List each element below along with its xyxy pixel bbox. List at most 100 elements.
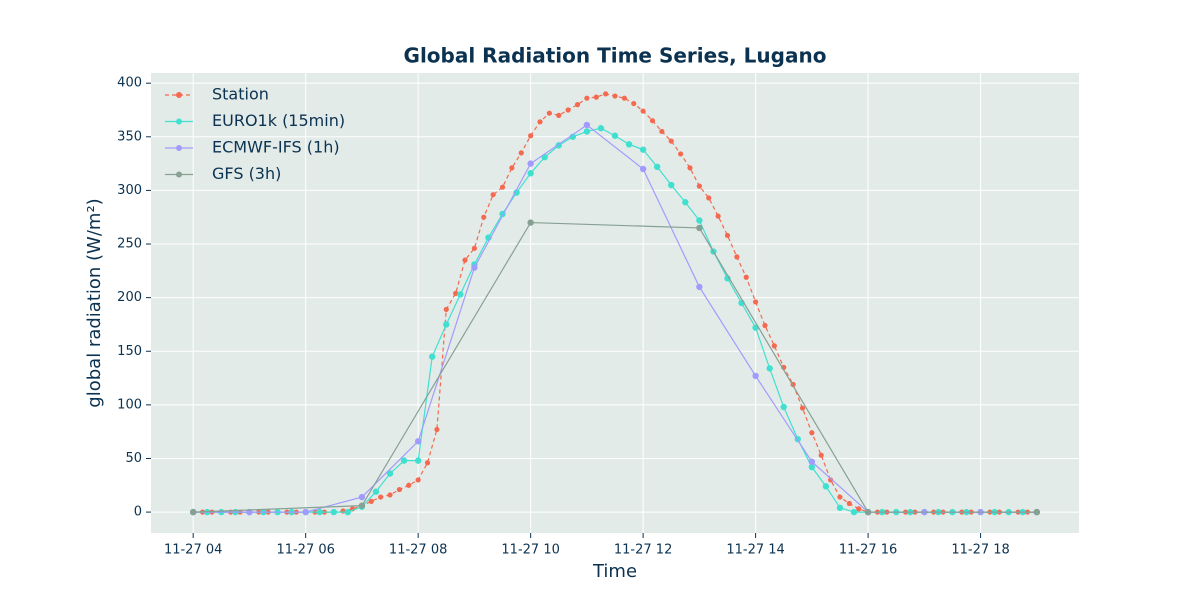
point <box>434 426 440 433</box>
point <box>809 430 815 436</box>
x-tick-label: 11-27 10 <box>501 543 559 558</box>
point <box>400 457 408 464</box>
x-tick-label: 11-27 18 <box>951 543 1009 558</box>
x-tick-label: 11-27 16 <box>839 543 897 558</box>
point <box>696 224 703 232</box>
x-tick-label: 11-27 12 <box>614 543 672 558</box>
point <box>1033 508 1041 516</box>
point <box>457 291 464 298</box>
point <box>771 343 777 349</box>
point <box>682 199 689 206</box>
point <box>687 165 693 171</box>
point <box>631 100 637 107</box>
point <box>528 133 534 139</box>
point <box>387 492 393 498</box>
y-tick-label: 150 <box>117 344 142 359</box>
point <box>368 498 374 504</box>
legend-label: EURO1k (15min) <box>212 111 345 130</box>
point <box>372 488 380 495</box>
point <box>611 132 619 139</box>
chart-title: Global Radiation Time Series, Lugano <box>404 44 827 68</box>
point <box>574 102 581 108</box>
point <box>396 486 403 493</box>
point <box>513 189 520 196</box>
x-tick-label: 11-27 08 <box>389 543 447 558</box>
legend-label: Station <box>212 85 269 104</box>
point <box>668 138 674 144</box>
point <box>386 470 394 477</box>
point <box>640 108 646 114</box>
point <box>378 494 384 500</box>
point <box>678 151 684 157</box>
x-axis-label: Time <box>592 561 637 582</box>
point <box>565 107 571 113</box>
point <box>429 353 436 360</box>
point <box>556 112 562 118</box>
point <box>846 500 852 507</box>
point <box>696 183 702 189</box>
point <box>518 150 524 156</box>
point <box>743 274 749 280</box>
point <box>639 146 647 153</box>
point <box>799 405 806 411</box>
point <box>734 254 740 260</box>
legend-marker <box>176 92 182 98</box>
point <box>481 214 487 220</box>
y-tick-label: 200 <box>117 290 142 305</box>
point <box>822 483 830 490</box>
point <box>316 508 323 516</box>
point <box>471 264 478 271</box>
point <box>808 463 816 471</box>
y-tick-label: 300 <box>117 183 142 198</box>
point <box>527 219 534 226</box>
point <box>414 438 422 445</box>
point <box>358 502 366 509</box>
point <box>696 217 703 224</box>
point <box>856 506 862 512</box>
x-tick-label: 11-27 04 <box>164 543 222 558</box>
point <box>509 165 515 171</box>
point <box>453 290 459 296</box>
point <box>597 125 605 132</box>
point <box>766 365 773 372</box>
point <box>527 170 534 177</box>
y-tick-label: 100 <box>117 397 142 412</box>
y-tick-label: 250 <box>117 237 142 252</box>
legend-marker <box>176 145 182 151</box>
point <box>330 508 337 516</box>
point <box>583 128 591 135</box>
series-line <box>193 221 1037 513</box>
point <box>762 322 768 329</box>
point <box>753 299 759 305</box>
point <box>837 494 843 500</box>
y-tick-label: 0 <box>134 505 142 520</box>
point <box>584 95 590 101</box>
point <box>612 93 618 99</box>
point <box>414 457 422 464</box>
point <box>344 508 352 516</box>
point <box>499 184 506 190</box>
y-tick-label: 50 <box>125 451 142 466</box>
point <box>424 460 431 466</box>
point <box>864 508 872 516</box>
point <box>649 118 656 124</box>
point <box>593 94 599 100</box>
legend-label: ECMWF-IFS (1h) <box>212 138 340 157</box>
point <box>471 245 477 251</box>
point <box>443 321 450 328</box>
x-tick-label: 11-27 06 <box>276 543 334 558</box>
point <box>836 504 844 512</box>
point <box>780 403 787 411</box>
point <box>639 165 647 173</box>
point <box>462 257 468 263</box>
legend-marker <box>176 171 182 178</box>
point <box>827 477 834 483</box>
point <box>358 493 366 501</box>
point <box>443 306 449 313</box>
point <box>724 232 731 239</box>
point <box>621 95 627 101</box>
point <box>625 141 633 148</box>
point <box>537 119 543 125</box>
